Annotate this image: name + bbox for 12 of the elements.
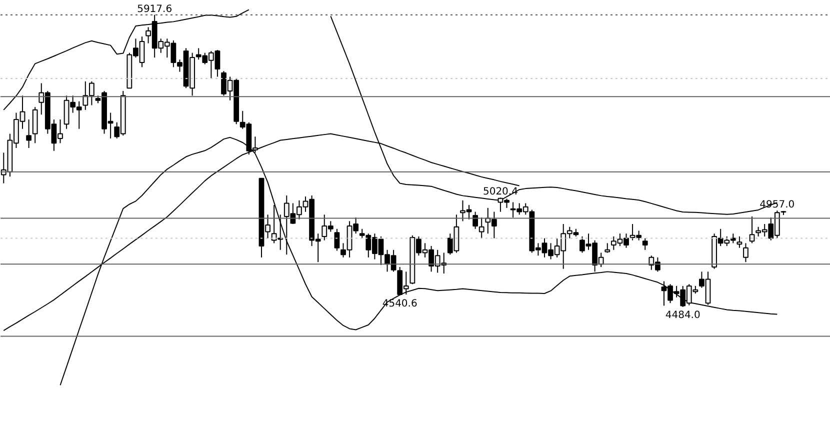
candlestick xyxy=(472,211,478,230)
candlestick xyxy=(642,238,648,250)
candlestick xyxy=(478,216,484,239)
candlestick xyxy=(749,216,755,244)
candlestick xyxy=(736,236,742,248)
candlestick xyxy=(26,118,32,149)
candlestick xyxy=(604,242,610,254)
candlestick xyxy=(334,228,340,252)
annotation: 4484.0 xyxy=(665,310,700,321)
candlestick xyxy=(743,242,748,263)
annotation: 5917.6 xyxy=(137,4,172,15)
candlestick xyxy=(32,106,38,144)
